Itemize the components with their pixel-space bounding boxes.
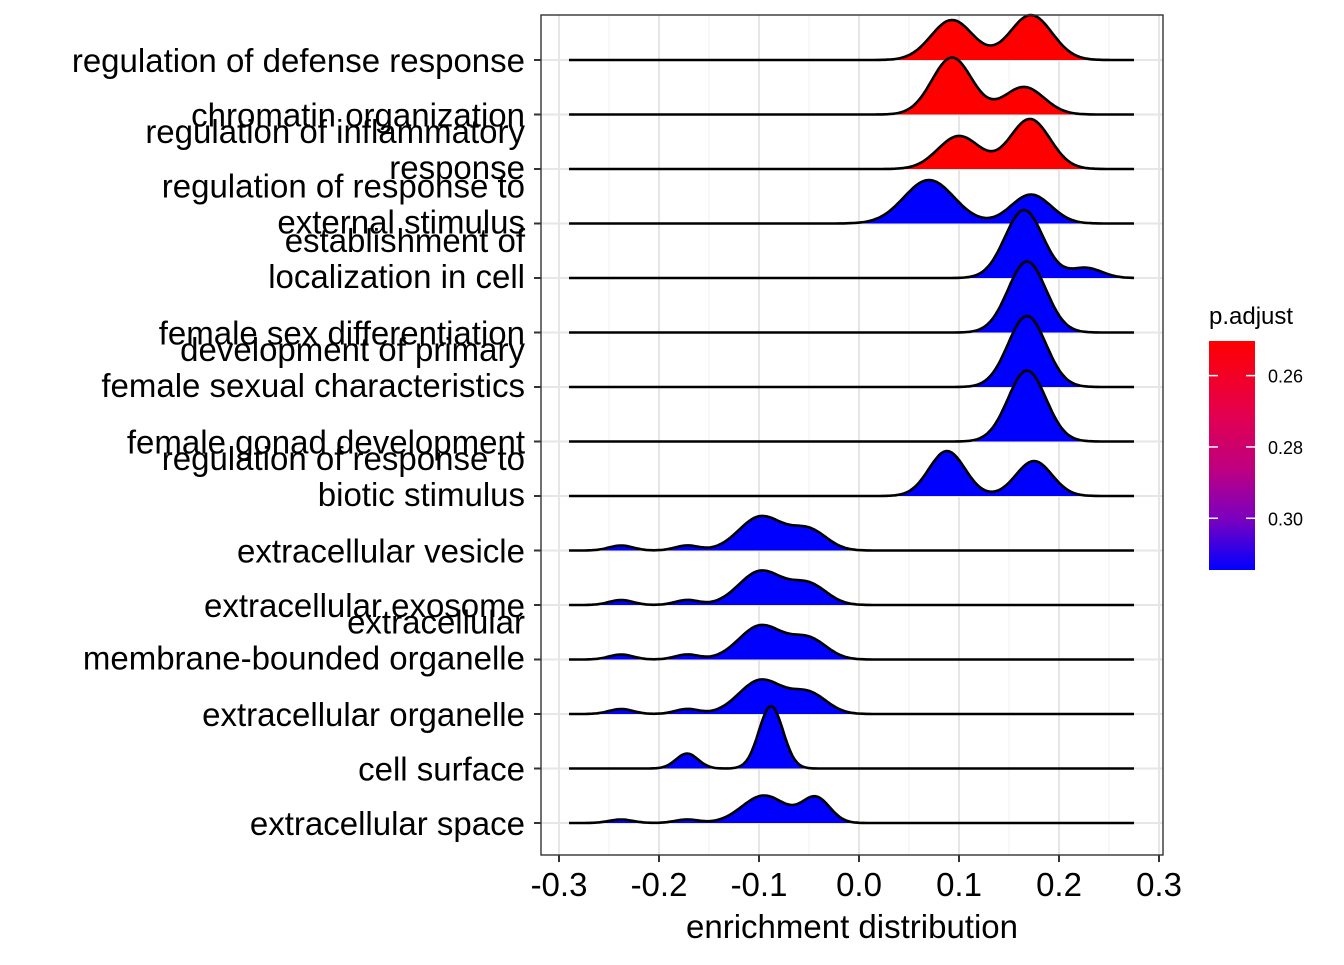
x-tick-label: 0.0 (836, 866, 882, 903)
ridge-series (569, 623, 1134, 661)
y-tick-label: external stimulus (277, 204, 525, 241)
y-axis-labels: regulation of defense response chromatin … (72, 42, 541, 842)
y-tick-label: response (389, 149, 525, 186)
legend-title: p.adjust (1209, 303, 1293, 330)
ridge-outline (569, 117, 1134, 171)
legend-colorbar (1209, 341, 1255, 570)
y-tick-label: extracellular exosome (204, 587, 525, 624)
ridge-outline (569, 678, 1134, 716)
ridge-series (569, 704, 1134, 770)
x-tick-label: -0.2 (631, 866, 688, 903)
ridge-fill (569, 261, 1134, 333)
ridge-series (569, 56, 1134, 116)
y-tick-label: female gonad development (127, 424, 525, 461)
ridge-fill (569, 180, 1134, 224)
y-tick-label: female sex differentiation (159, 315, 525, 352)
ridge-outline (569, 178, 1134, 225)
ridge-series (569, 13, 1134, 62)
x-tick-label: 0.1 (936, 866, 982, 903)
ridge-outline (569, 314, 1134, 389)
y-tick-label: extracellular vesicle (237, 533, 525, 570)
y-tick-label: regulation of response to (162, 168, 525, 205)
ridge-series (569, 208, 1135, 280)
y-tick-label: chromatin organization (191, 97, 525, 134)
x-tick-label: -0.1 (731, 866, 788, 903)
y-tick-label: cell surface (358, 751, 525, 788)
y-tick-label: localization in cell (268, 258, 525, 295)
y-tick-label: establishment of (285, 222, 526, 259)
ridge-outline (569, 369, 1134, 443)
ridge-fill (569, 451, 1134, 496)
ridge-series (569, 314, 1134, 389)
y-tick-label: extracellular space (250, 805, 525, 842)
ridge-fill (569, 370, 1134, 442)
x-tick-label: -0.3 (531, 866, 588, 903)
ridge-layer (569, 13, 1135, 825)
y-tick-label: regulation of defense response (72, 42, 525, 79)
ridge-series (569, 117, 1134, 171)
ridge-outline (569, 623, 1134, 661)
legend-tick-label: 0.28 (1268, 438, 1303, 458)
legend: p.adjust 0.26 0.28 0.30 (1209, 303, 1303, 570)
ridge-outline (569, 514, 1134, 552)
ridge-outline (569, 449, 1134, 498)
ridge-outline (569, 56, 1134, 116)
y-tick-label: development of primary (180, 331, 525, 368)
ridge-fill (569, 15, 1134, 60)
y-tick-label: regulation of inflammatory (145, 113, 525, 150)
y-tick-label: biotic stimulus (318, 476, 525, 513)
x-tick-label: 0.2 (1036, 866, 1082, 903)
y-tick-label: extracellular (347, 604, 525, 641)
x-tick-label: 0.3 (1136, 866, 1182, 903)
ridge-outline (569, 260, 1134, 334)
y-tick-label: membrane-bounded organelle (83, 640, 525, 677)
legend-tick-label: 0.26 (1268, 367, 1303, 387)
legend-ticks: 0.26 0.28 0.30 (1209, 367, 1303, 529)
y-tick-label: female sexual characteristics (101, 367, 525, 404)
ridge-outline (569, 13, 1134, 62)
ridge-outline (569, 794, 1134, 825)
legend-tick-label: 0.30 (1268, 509, 1303, 529)
ridge-series (569, 569, 1134, 607)
ridge-series (569, 260, 1134, 334)
ridge-outline (569, 704, 1134, 770)
x-axis: -0.3 -0.2 -0.1 0.0 0.1 0.2 0.3 (531, 855, 1182, 903)
ridge-series (569, 794, 1134, 825)
ridge-series (569, 178, 1134, 225)
panel-border (540, 14, 1164, 856)
ridge-series (569, 449, 1134, 498)
ridge-outline (569, 569, 1134, 607)
x-axis-title: enrichment distribution (686, 908, 1018, 945)
ridge-fill (569, 316, 1134, 387)
ridge-series (569, 678, 1134, 716)
ridge-series (569, 514, 1134, 552)
y-tick-label: regulation of response to (162, 440, 525, 477)
y-tick-label: extracellular organelle (202, 696, 525, 733)
ridge-fill (569, 119, 1134, 169)
ridge-outline (569, 208, 1135, 280)
ridge-series (569, 369, 1134, 443)
